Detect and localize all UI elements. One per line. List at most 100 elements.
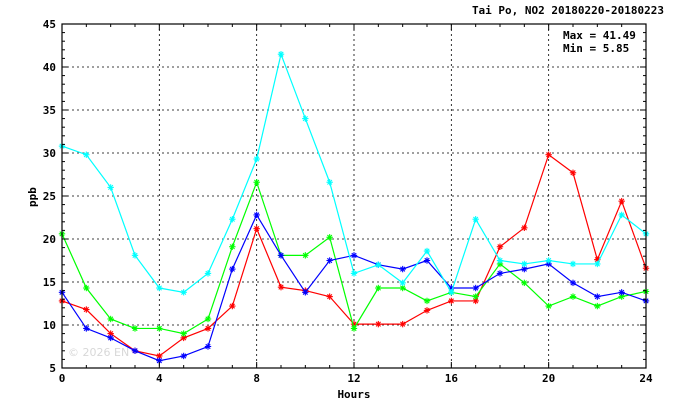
data-point-marker (277, 283, 285, 291)
data-point-marker (83, 284, 90, 292)
data-point-marker (618, 211, 625, 219)
data-point-marker (83, 306, 90, 313)
data-point-marker (375, 261, 382, 268)
data-point-marker (399, 279, 406, 287)
data-point-marker (229, 216, 236, 223)
data-point-marker (277, 252, 285, 259)
data-point-marker (253, 179, 260, 186)
data-point-marker (448, 297, 455, 305)
watermark-text: © 2026 EN (68, 346, 129, 359)
data-point-marker (350, 270, 358, 277)
data-point-marker (107, 334, 114, 342)
data-point-marker (569, 293, 577, 300)
x-tick-label: 20 (542, 372, 555, 385)
data-point-marker (131, 252, 139, 259)
data-point-marker (326, 293, 333, 300)
data-point-marker (496, 257, 504, 264)
data-point-marker (472, 216, 479, 223)
data-point-marker (253, 211, 260, 219)
data-point-marker (472, 284, 479, 292)
data-point-marker (472, 293, 479, 300)
data-point-marker (399, 320, 406, 328)
data-point-marker (423, 297, 431, 305)
y-tick-label: 15 (43, 276, 56, 289)
max-label: Max = 41.49 (563, 29, 636, 42)
data-point-marker (253, 225, 260, 232)
data-point-marker (156, 357, 163, 364)
y-tick-label: 40 (43, 61, 56, 74)
series-group (58, 50, 650, 364)
y-tick-label: 25 (43, 190, 56, 203)
y-tick-label: 45 (43, 18, 56, 31)
data-point-marker (618, 197, 625, 205)
data-point-marker (423, 307, 431, 314)
data-point-marker (180, 330, 187, 337)
x-tick-label: 16 (445, 372, 459, 385)
grid-lines (62, 24, 646, 368)
data-point-marker (496, 270, 504, 277)
data-point-marker (569, 279, 577, 287)
data-point-marker (302, 252, 309, 259)
data-point-marker (83, 151, 90, 158)
watermark: © 2026 EN (68, 346, 129, 359)
data-point-marker (156, 325, 163, 332)
data-point-marker (448, 289, 455, 296)
x-tick-label: 12 (347, 372, 360, 385)
chart-title: Tai Po, NO2 20180220-20180223 (472, 4, 664, 17)
data-point-marker (204, 325, 212, 332)
data-point-marker (302, 289, 309, 296)
data-point-marker (545, 151, 552, 158)
data-point-marker (521, 260, 528, 268)
data-point-marker (399, 265, 406, 273)
data-point-marker (594, 260, 601, 268)
data-point-marker (253, 155, 260, 163)
axis-ticks: 0 4 8 12 16 20 24 5 10 15 20 25 30 35 40 45 (43, 18, 653, 385)
data-point-marker (204, 315, 212, 323)
data-point-marker (107, 315, 114, 323)
data-point-marker (521, 224, 528, 232)
data-point-marker (204, 343, 212, 350)
y-tick-label: 30 (43, 147, 56, 160)
data-point-marker (83, 325, 90, 332)
y-tick-label: 10 (43, 319, 56, 332)
series-4 (58, 50, 650, 296)
data-point-marker (326, 257, 333, 264)
data-point-marker (180, 352, 187, 360)
y-tick-label: 20 (43, 233, 56, 246)
min-label: Min = 5.85 (563, 42, 629, 55)
data-point-marker (375, 320, 382, 328)
x-tick-label: 0 (59, 372, 66, 385)
x-tick-label: 24 (639, 372, 653, 385)
x-axis-title: Hours (337, 388, 370, 401)
x-tick-label: 4 (156, 372, 163, 385)
data-point-marker (204, 270, 212, 277)
data-point-marker (350, 252, 358, 259)
x-tick-label: 8 (253, 372, 260, 385)
data-point-marker (131, 325, 139, 332)
data-point-marker (131, 347, 139, 354)
data-point-marker (545, 302, 552, 310)
data-point-marker (229, 302, 236, 310)
data-point-marker (229, 243, 236, 250)
data-point-marker (545, 257, 552, 264)
data-point-marker (180, 289, 187, 296)
data-point-marker (277, 50, 285, 58)
data-point-marker (472, 297, 479, 305)
y-tick-label: 5 (49, 362, 56, 375)
data-point-marker (326, 179, 333, 186)
data-point-marker (302, 115, 309, 122)
series-line (61, 213, 647, 362)
y-tick-label: 35 (43, 104, 56, 117)
data-point-marker (496, 243, 504, 250)
data-point-marker (521, 279, 528, 287)
data-point-marker (156, 284, 163, 292)
y-axis-title: ppb (26, 187, 39, 207)
data-point-marker (618, 289, 625, 296)
data-point-marker (569, 169, 577, 176)
data-point-marker (107, 184, 114, 191)
data-point-marker (375, 284, 382, 292)
data-point-marker (594, 293, 601, 300)
data-point-marker (350, 325, 358, 332)
